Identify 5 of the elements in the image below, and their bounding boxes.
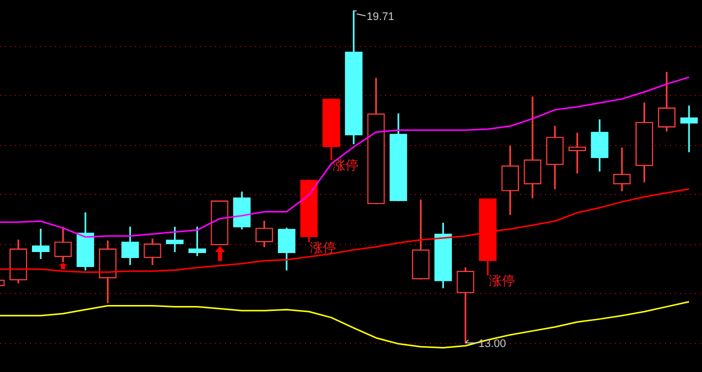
annotation: 13.00	[478, 338, 506, 350]
annotation: 19.71	[366, 10, 394, 23]
annotation: 涨停	[332, 158, 358, 174]
annotation: 涨停	[310, 240, 336, 256]
annotation: 涨停	[488, 274, 515, 289]
